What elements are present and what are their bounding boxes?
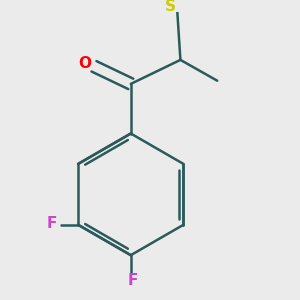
Text: O: O: [79, 56, 92, 70]
Text: S: S: [165, 0, 176, 14]
Text: F: F: [46, 216, 57, 231]
Text: F: F: [127, 273, 138, 288]
